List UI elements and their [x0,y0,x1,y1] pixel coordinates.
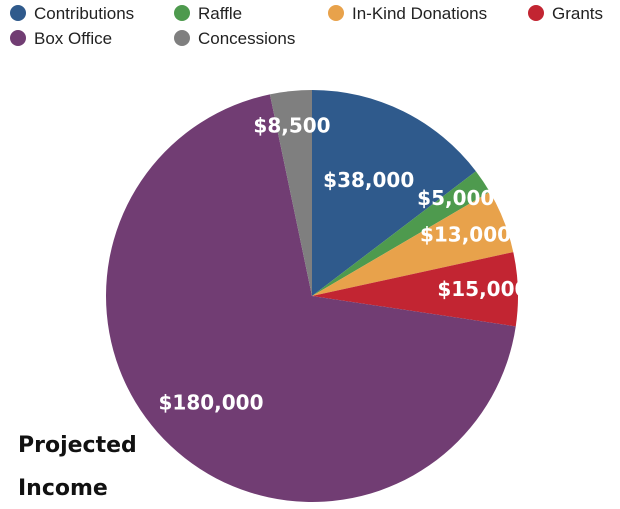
legend: Contributions Raffle In-Kind Donations Gran… [10,4,603,48]
legend-label-grants: Grants [552,4,603,23]
chart-title-line-2: Income [18,476,108,501]
slice-grants [312,252,518,327]
legend-label-raffle: Raffle [198,4,242,23]
legend-swatch-box-office [10,30,26,46]
slice-label-concessions: $8,500 [253,114,330,138]
legend-item-box-office: Box Office [10,29,112,48]
legend-swatch-raffle [174,5,190,21]
legend-swatch-contributions [10,5,26,21]
slice-contributions [312,90,476,296]
legend-item-contributions: Contributions [10,4,134,23]
slice-label-raffle: $5,000 [417,186,494,210]
slice-box-office [106,94,516,503]
slice-labels: $38,000$5,000 $13,000 $15,000 $180,000 $8,50… [158,114,528,415]
slice-in-kind-donations [312,191,514,296]
slice-label-box-office: $180,000 [158,391,263,415]
legend-item-concessions: Concessions [174,29,295,48]
slice-concessions [269,90,312,296]
slice-label-contributions: $38,000 [323,168,414,192]
legend-item-grants: Grants [528,4,603,23]
chart-title-line-1: Projected [18,433,137,458]
slice-label-in-kind-donations: $13,000 [420,223,511,247]
legend-item-raffle: Raffle [174,4,242,23]
legend-swatch-concessions [174,30,190,46]
slice-label-grants: $15,000 [437,277,528,301]
pie-slices [106,90,518,503]
legend-label-in-kind-donations: In-Kind Donations [352,4,487,23]
legend-label-contributions: Contributions [34,4,134,23]
legend-swatch-grants [528,5,544,21]
legend-swatch-in-kind-donations [328,5,344,21]
legend-item-in-kind-donations: In-Kind Donations [328,4,487,23]
legend-label-concessions: Concessions [198,29,295,48]
legend-label-box-office: Box Office [34,29,112,48]
slice-raffle [312,171,490,296]
